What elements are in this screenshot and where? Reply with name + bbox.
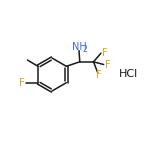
Text: F: F [96, 70, 101, 80]
Text: F: F [105, 60, 111, 69]
Text: 2: 2 [83, 45, 88, 54]
Text: F: F [102, 48, 108, 58]
Text: NH: NH [72, 42, 86, 52]
Text: HCl: HCl [119, 69, 139, 79]
Text: F: F [19, 78, 25, 88]
